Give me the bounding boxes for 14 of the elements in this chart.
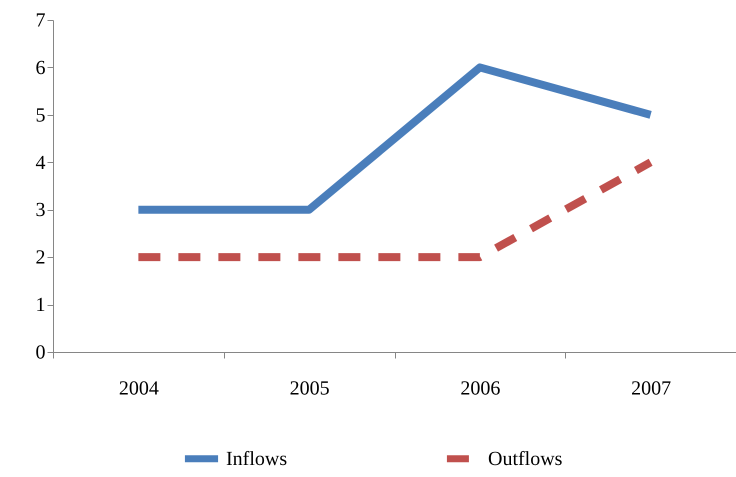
y-tick-label: 6 (36, 56, 46, 79)
x-tick-label: 2005 (290, 378, 330, 400)
x-tick-label: 2004 (118, 378, 159, 400)
y-tick-label: 3 (36, 199, 46, 222)
y-tick-label: 0 (36, 342, 46, 364)
y-tick-label: 7 (36, 10, 46, 32)
legend-label: Outflows (488, 448, 563, 470)
x-tick-label: 2006 (460, 378, 500, 400)
x-tick-label: 2007 (631, 378, 672, 400)
legend-label: Inflows (226, 448, 288, 470)
y-tick-label: 1 (36, 294, 46, 316)
y-tick-label: 2 (36, 246, 46, 269)
y-tick-label: 4 (36, 152, 46, 174)
y-tick-label: 5 (36, 104, 46, 126)
